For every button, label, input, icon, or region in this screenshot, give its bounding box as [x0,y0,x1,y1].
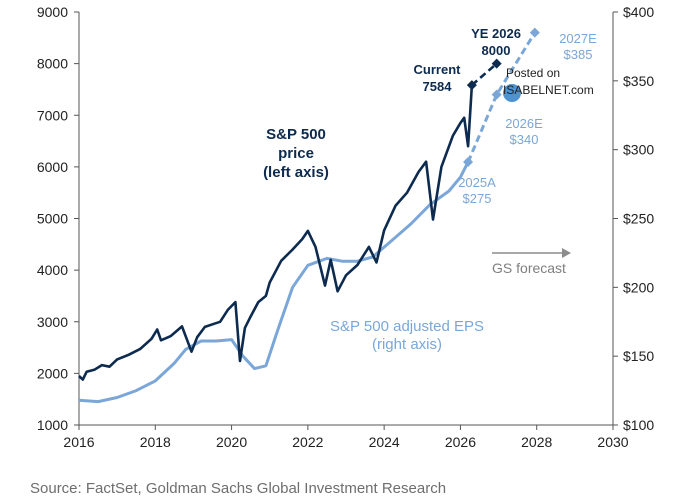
y-right-tick-label: $250 [623,211,654,227]
x-tick-label: 2030 [597,434,628,450]
price-series-label: (left axis) [263,164,329,181]
y-left-tick-label: 2000 [37,365,68,381]
eps-2027e-label: 2027E [559,31,597,46]
price-current-marker [466,80,477,91]
axes [74,11,618,430]
x-tick-label: 2016 [63,434,94,450]
x-tick-label: 2028 [521,434,552,450]
y-left-tick-label: 9000 [37,4,68,20]
y-left-tick-label: 8000 [37,56,68,72]
eps-2026e-marker [491,89,502,100]
y-right-tick-label: $400 [623,4,654,20]
eps-2025a-label: $275 [463,191,492,206]
ye2026-label: YE 2026 [471,26,521,41]
eps-forecast-line [466,31,537,163]
tick-labels: 2016 2018 2020 2022 2024 2026 2028 2030 1000 2000… [37,4,655,450]
eps-2027e-label: $385 [564,47,593,62]
y-left-tick-label: 4000 [37,262,68,278]
eps-2027e-marker [529,27,540,38]
x-tick-label: 2020 [216,434,247,450]
y-left-tick-label: 5000 [37,211,68,227]
price-series-label: S&P 500 [266,126,326,143]
y-right-tick-label: $300 [623,142,654,158]
price-forecast-line [471,62,498,87]
eps-series-label: S&P 500 adjusted EPS [330,318,484,335]
eps-2025a-marker [463,157,474,168]
watermark-line-1: Posted on [506,66,560,80]
price-line [78,85,474,381]
price-series-label: price [278,145,314,162]
y-right-tick-label: $200 [623,279,654,295]
current-label: Current [414,62,462,77]
gs-forecast-arrowhead [562,248,571,258]
globe-icon [503,84,521,102]
watermark-line-2: ISABELNET.com [503,83,594,97]
x-tick-label: 2026 [445,434,476,450]
y-right-tick-label: $150 [623,348,654,364]
y-right-tick-label: $100 [623,417,654,433]
gs-forecast-label: GS forecast [492,260,566,276]
source-note: Source: FactSet, Goldman Sachs Global In… [30,480,447,497]
annotations: S&P 500 price (left axis) S&P 500 adjusted … [263,26,597,353]
eps-series-label: (right axis) [372,336,442,353]
y-left-tick-label: 3000 [37,314,68,330]
ye2026-label: 8000 [482,43,511,58]
current-label: 7584 [423,79,453,94]
series-lines [78,27,540,404]
y-right-tick-label: $350 [623,73,654,89]
y-left-tick-label: 6000 [37,159,68,175]
x-tick-label: 2022 [292,434,323,450]
watermark: Posted on ISABELNET.com [503,66,594,102]
eps-2026e-label: $340 [510,132,539,147]
x-tick-label: 2024 [369,434,400,450]
eps-2025a-label: 2025A [458,175,496,190]
y-left-tick-label: 7000 [37,107,68,123]
y-left-tick-label: 1000 [37,417,68,433]
x-tick-label: 2018 [140,434,171,450]
eps-line [78,161,470,404]
price-ye2026-marker [491,58,502,69]
eps-2026e-label: 2026E [505,116,543,131]
